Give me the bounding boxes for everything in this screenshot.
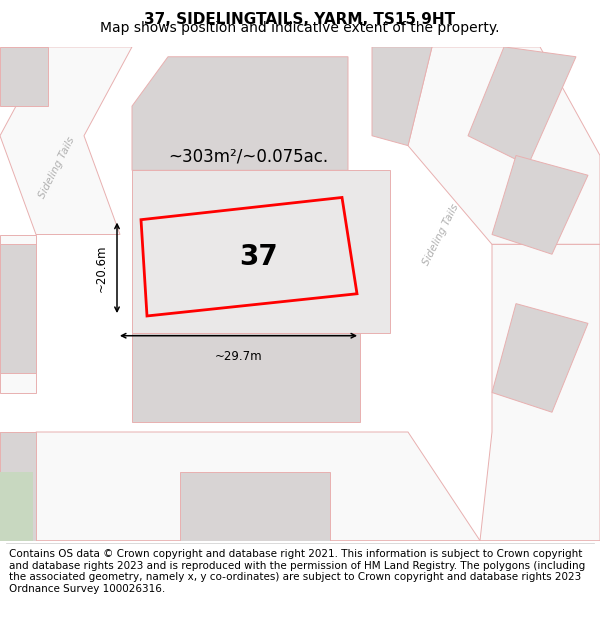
Polygon shape	[492, 304, 588, 412]
Polygon shape	[36, 432, 480, 541]
Polygon shape	[180, 471, 330, 541]
Text: Sideling Tails: Sideling Tails	[37, 136, 77, 200]
Polygon shape	[372, 47, 432, 146]
Polygon shape	[132, 170, 390, 333]
Text: Sideling Tails: Sideling Tails	[421, 202, 461, 267]
Text: ~29.7m: ~29.7m	[215, 349, 262, 362]
Polygon shape	[408, 47, 600, 244]
Polygon shape	[0, 432, 36, 541]
Text: 37, SIDELINGTAILS, YARM, TS15 9HT: 37, SIDELINGTAILS, YARM, TS15 9HT	[145, 12, 455, 27]
Polygon shape	[0, 244, 36, 372]
Polygon shape	[0, 234, 36, 392]
Polygon shape	[0, 47, 48, 106]
Text: ~20.6m: ~20.6m	[95, 244, 108, 292]
Polygon shape	[0, 471, 33, 541]
Text: ~303m²/~0.075ac.: ~303m²/~0.075ac.	[168, 148, 328, 166]
Text: 37: 37	[239, 242, 278, 271]
Polygon shape	[480, 244, 600, 541]
Polygon shape	[0, 47, 132, 234]
Polygon shape	[468, 47, 576, 166]
Text: Contains OS data © Crown copyright and database right 2021. This information is : Contains OS data © Crown copyright and d…	[9, 549, 585, 594]
Polygon shape	[132, 333, 360, 422]
Polygon shape	[492, 156, 588, 254]
Text: Map shows position and indicative extent of the property.: Map shows position and indicative extent…	[100, 21, 500, 35]
Polygon shape	[132, 57, 348, 170]
Polygon shape	[0, 432, 36, 541]
